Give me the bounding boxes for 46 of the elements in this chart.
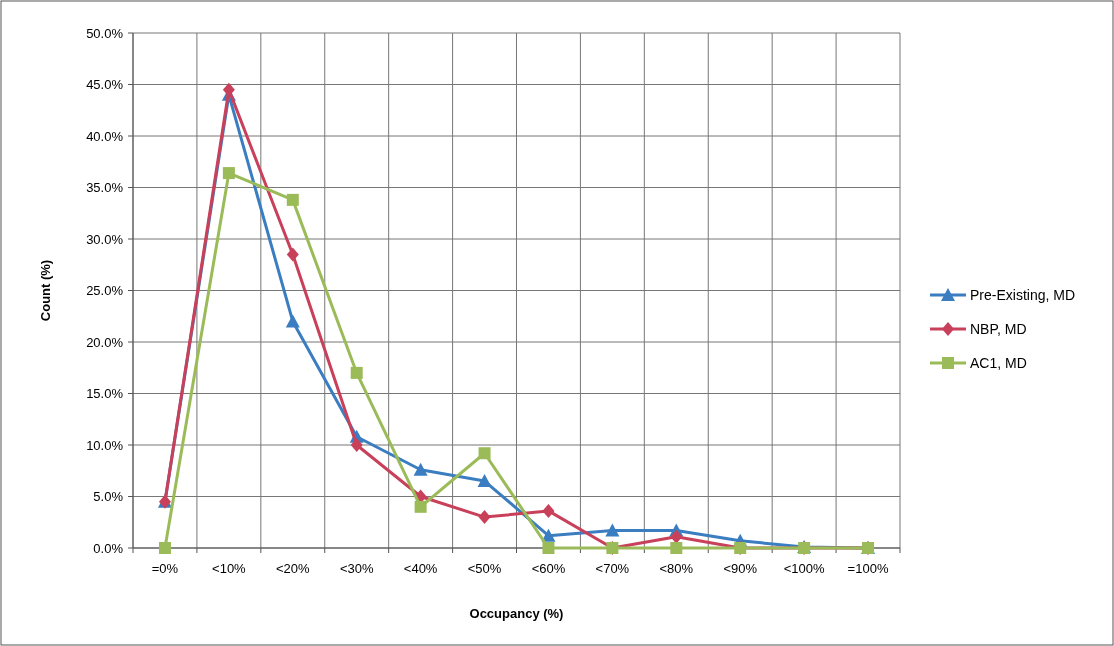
legend-label: Pre-Existing, MD [970,286,1076,303]
y-tick-label: 5.0% [93,489,124,505]
point [286,193,299,206]
x-tick-label: <70% [595,560,630,576]
point [670,542,683,554]
x-tick-label: <30% [339,560,374,576]
point [478,447,491,460]
legend-label: NBP, MD [970,320,1027,337]
x-tick-label: <10% [212,560,247,576]
y-tick-label: 40.0% [86,128,124,144]
point [350,366,363,379]
x-tick-label: <50% [467,560,502,576]
x-tick-label: <20% [275,560,311,576]
y-tick-label: 30.0% [86,231,124,247]
point [285,314,300,328]
point [286,247,299,262]
x-tick-label: <100% [783,560,825,576]
point [222,82,235,97]
y-tick-label: 50.0% [86,25,124,41]
x-tick-label: =100% [847,560,889,576]
point [158,542,171,554]
x-tick-label: <80% [659,560,694,576]
point [413,462,428,476]
y-tick-label: 45.0% [86,77,124,93]
point [670,529,683,544]
point [542,503,555,518]
point [414,500,427,513]
y-tick-label: 20.0% [86,334,124,350]
x-tick-label: <90% [723,560,758,576]
x-tick-label: =0% [151,560,179,576]
x-axis-title: Occupancy (%) [469,606,564,621]
y-tick-label: 15.0% [86,386,124,402]
y-tick-label: 0.0% [93,540,124,556]
point [477,474,492,488]
y-axis-title: Count (%) [38,259,53,322]
point [478,510,491,525]
y-tick-label: 10.0% [86,437,124,453]
point [350,438,363,452]
point [542,542,555,554]
point [222,167,235,180]
y-tick-label: 25.0% [86,283,124,299]
x-tick-label: <60% [531,560,566,576]
x-tick-label: <40% [403,560,438,576]
legend-label: AC1, MD [970,354,1027,371]
y-tick-label: 35.0% [86,180,124,196]
point [605,523,620,537]
